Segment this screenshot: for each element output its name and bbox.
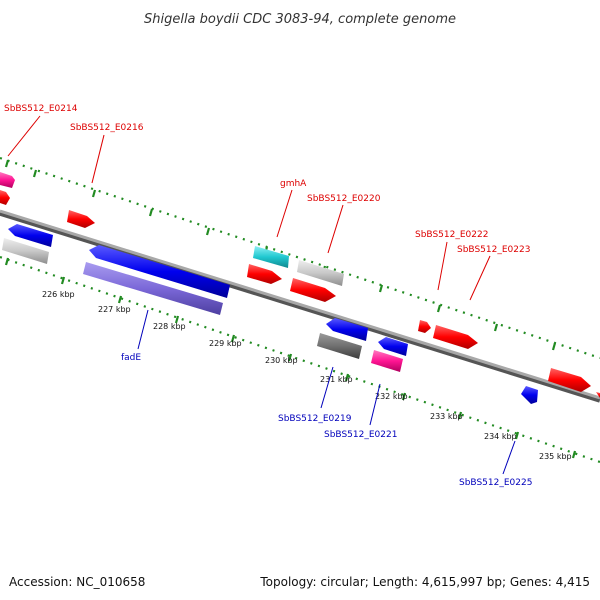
tick-label-235: 235 kbp: [539, 452, 572, 461]
forward-gene-labels: SbBS512_E0214 SbBS512_E0216 gmhA SbBS512…: [4, 104, 530, 255]
accession-text: Accession: NC_010658: [9, 575, 145, 589]
map-title: Shigella boydii CDC 3083-94, complete ge…: [144, 12, 456, 27]
outer-track-ticks: [4, 159, 557, 351]
backbone-shadow: [0, 210, 600, 403]
label-fadE[interactable]: fadE: [121, 353, 141, 363]
label-e0214[interactable]: SbBS512_E0214: [4, 104, 78, 114]
inner-dotted-track: [0, 255, 600, 464]
label-leader-lines: [7, 115, 516, 475]
reverse-gene-labels: fadE SbBS512_E0219 SbBS512_E0221 SbBS512…: [121, 353, 532, 488]
outer-dotted-track: [0, 156, 600, 360]
reverse-strand-genes: [2, 224, 538, 404]
gene-e0220-pseudo[interactable]: [297, 260, 344, 286]
gene-e0214-part[interactable]: [0, 172, 15, 188]
genome-summary-text: Topology: circular; Length: 4,615,997 bp…: [259, 575, 590, 589]
label-e0221[interactable]: SbBS512_E0221: [324, 430, 397, 440]
tick-label-226: 226 kbp: [42, 290, 75, 299]
gene-e0216[interactable]: [67, 210, 95, 228]
label-e0223[interactable]: SbBS512_E0223: [457, 245, 530, 255]
gene-red-under-gmhA[interactable]: [247, 264, 282, 284]
backbone-line: [0, 209, 600, 400]
tick-label-230: 230 kbp: [265, 356, 298, 365]
gene-e0214[interactable]: [0, 190, 10, 205]
tick-label-234: 234 kbp: [484, 432, 517, 441]
forward-strand-genes: [0, 172, 600, 398]
gene-e0221-blue[interactable]: [378, 337, 408, 356]
tick-label-227: 227 kbp: [98, 305, 131, 314]
tick-label-233: 233 kbp: [430, 412, 463, 421]
inner-track-ticks: [4, 257, 577, 459]
gene-e0222[interactable]: [418, 320, 431, 333]
label-e0219[interactable]: SbBS512_E0219: [278, 414, 352, 424]
label-gmhA[interactable]: gmhA: [280, 179, 307, 189]
label-e0216[interactable]: SbBS512_E0216: [70, 123, 144, 133]
gene-fadE[interactable]: [83, 262, 223, 315]
gene-e0223[interactable]: [433, 325, 478, 349]
label-e0220[interactable]: SbBS512_E0220: [307, 194, 381, 204]
tick-label-231: 231 kbp: [320, 375, 353, 384]
tick-label-228: 228 kbp: [153, 322, 186, 331]
tick-label-229: 229 kbp: [209, 339, 242, 348]
gene-gmhA[interactable]: [253, 246, 289, 268]
gene-e0225[interactable]: [521, 386, 538, 404]
gene-e0219[interactable]: [317, 333, 362, 359]
gene-right-red[interactable]: [548, 368, 591, 392]
gene-e0221[interactable]: [371, 350, 403, 372]
kbp-tick-labels: 226 kbp 227 kbp 228 kbp 229 kbp 230 kbp …: [42, 290, 572, 461]
label-e0222[interactable]: SbBS512_E0222: [415, 230, 488, 240]
tick-label-232: 232 kbp: [375, 392, 408, 401]
gene-silver-left[interactable]: [2, 238, 49, 264]
gene-e0219-blue[interactable]: [326, 318, 368, 341]
label-e0225[interactable]: SbBS512_E0225: [459, 478, 532, 488]
gene-e0220[interactable]: [290, 278, 336, 302]
gene-blue-left[interactable]: [8, 224, 53, 247]
gene-edge-red[interactable]: [596, 392, 600, 398]
gene-blue-long[interactable]: [89, 245, 230, 298]
